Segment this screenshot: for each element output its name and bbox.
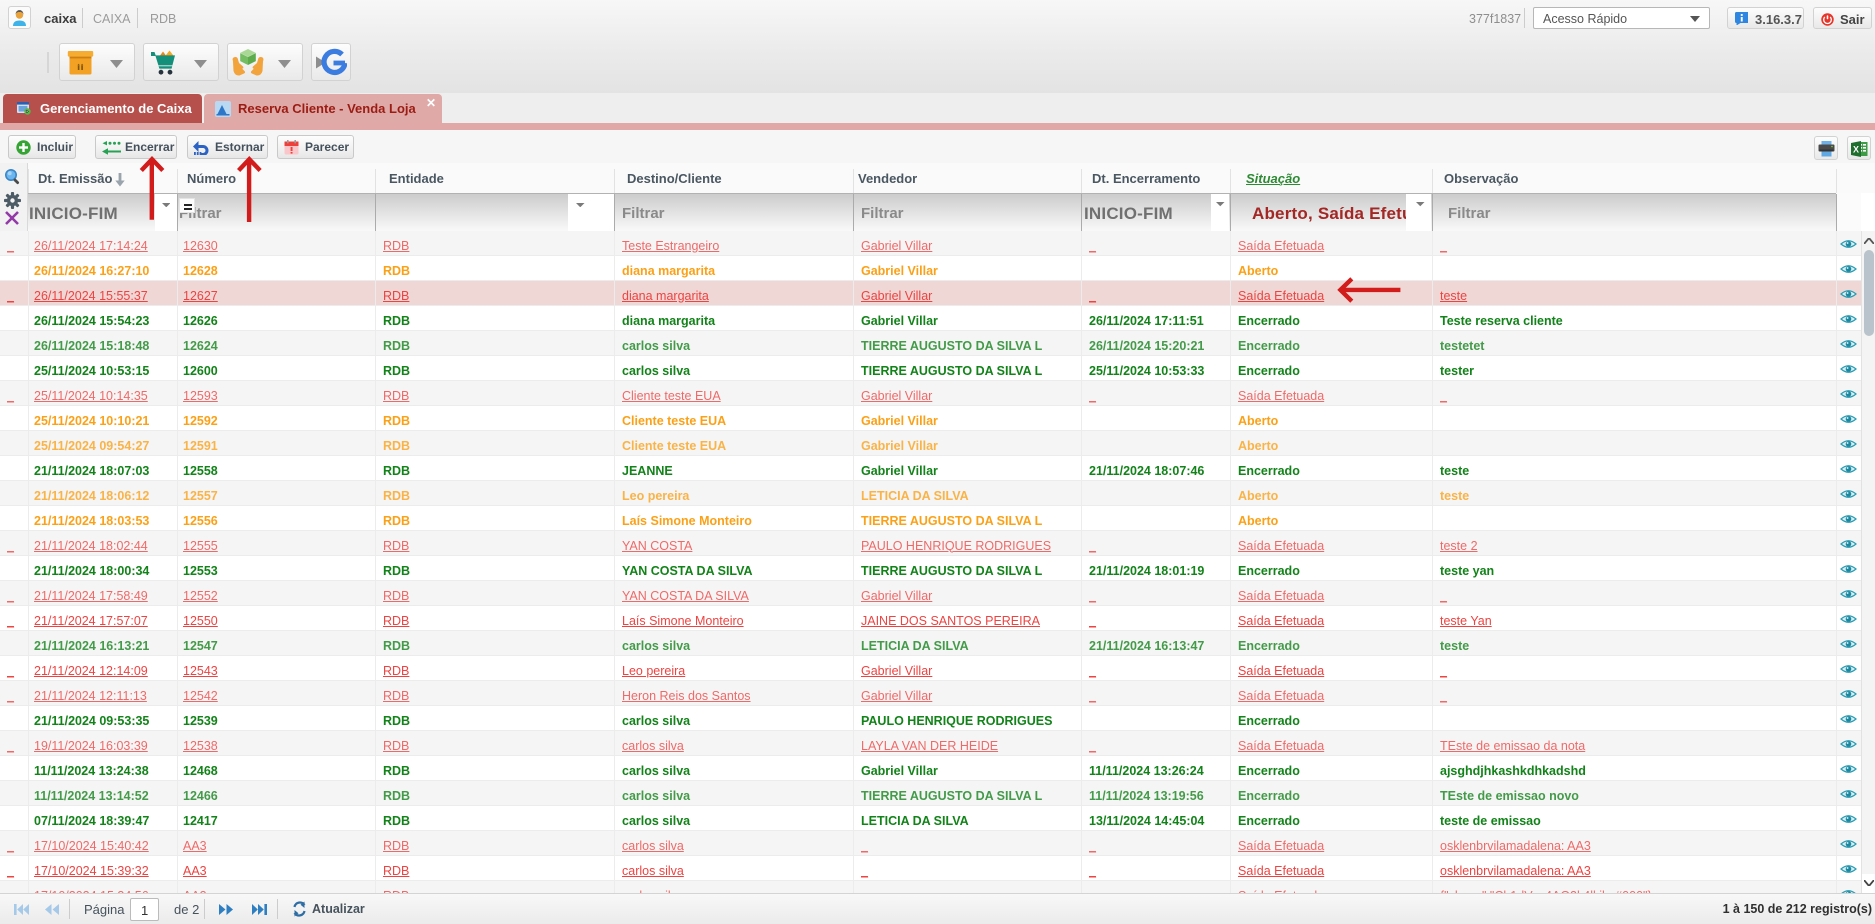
svg-text:X: X bbox=[1853, 145, 1859, 155]
